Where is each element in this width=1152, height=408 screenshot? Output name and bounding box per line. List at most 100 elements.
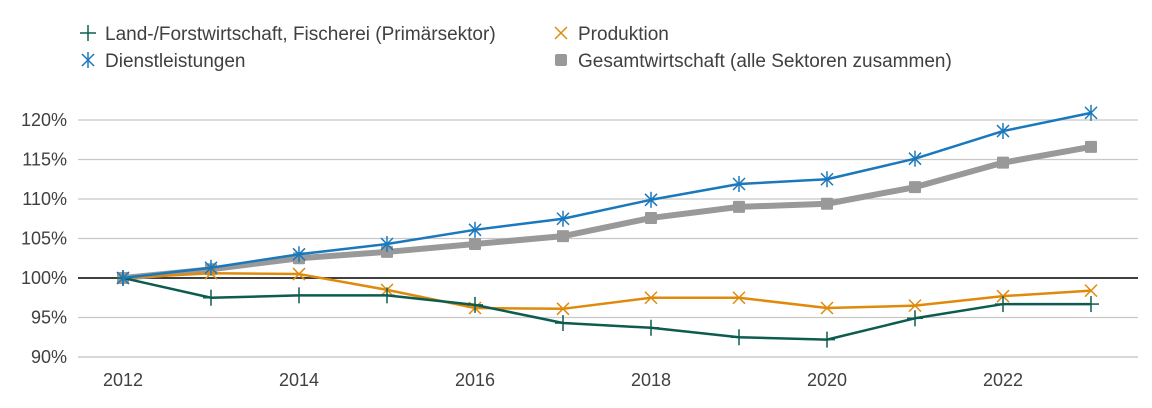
marker-stroke bbox=[996, 124, 1010, 138]
x-axis: 2012 2014 2016 2018 2020 2022 bbox=[103, 370, 1023, 390]
data-point bbox=[820, 171, 834, 188]
data-point bbox=[380, 236, 394, 253]
x-tick-label: 2016 bbox=[455, 370, 495, 390]
marker-stroke bbox=[556, 212, 570, 226]
x-tick-label: 2014 bbox=[279, 370, 319, 390]
legend-marker-shape bbox=[81, 52, 95, 68]
marker-square bbox=[557, 230, 569, 243]
legend-marker-plus-icon bbox=[80, 25, 96, 41]
marker-stroke bbox=[292, 267, 306, 281]
y-tick-label: 110% bbox=[22, 189, 67, 209]
data-point bbox=[1084, 104, 1098, 121]
legend-marker-square-icon bbox=[555, 54, 567, 66]
marker-stroke bbox=[380, 237, 394, 251]
data-point bbox=[908, 150, 922, 167]
data-point bbox=[1083, 296, 1099, 313]
data-point bbox=[996, 123, 1010, 140]
x-tick-label: 2012 bbox=[103, 370, 143, 390]
series-square bbox=[117, 140, 1097, 284]
y-axis: 90% 95% 100% 105% 110% 115% 120% bbox=[21, 110, 67, 367]
marker-stroke bbox=[554, 26, 568, 40]
data-point bbox=[908, 299, 922, 313]
y-tick-label: 100% bbox=[21, 268, 67, 288]
data-point bbox=[468, 221, 482, 238]
legend-marker-x-icon bbox=[554, 26, 568, 40]
data-point bbox=[643, 319, 659, 336]
data-point bbox=[379, 287, 395, 304]
marker-stroke bbox=[468, 223, 482, 237]
series-line bbox=[122, 143, 1092, 281]
data-point bbox=[292, 267, 306, 281]
marker-square bbox=[1085, 140, 1097, 153]
legend-marker-shape bbox=[554, 26, 568, 40]
marker-stroke bbox=[644, 193, 658, 207]
legend-item-total: Gesamtwirtschaft (alle Sektoren zusammen… bbox=[555, 51, 952, 72]
marker-stroke bbox=[292, 247, 306, 261]
gridlines bbox=[78, 119, 1138, 358]
data-point bbox=[556, 302, 570, 316]
y-tick-label: 120% bbox=[21, 110, 67, 130]
marker-stroke bbox=[116, 271, 130, 285]
data-point bbox=[732, 175, 746, 192]
marker-stroke bbox=[1084, 106, 1098, 120]
x-tick-label: 2022 bbox=[983, 370, 1023, 390]
data-point bbox=[291, 287, 307, 304]
marker-stroke bbox=[732, 177, 746, 191]
data-point bbox=[819, 331, 835, 348]
y-tick-label: 115% bbox=[22, 150, 67, 170]
legend-marker-star-icon bbox=[81, 52, 95, 68]
marker-square bbox=[733, 200, 745, 213]
data-point bbox=[820, 301, 834, 315]
marker-stroke bbox=[732, 291, 746, 305]
series-line bbox=[122, 111, 1092, 280]
data-point bbox=[555, 315, 571, 332]
data-point bbox=[204, 259, 218, 276]
data-point bbox=[909, 181, 921, 194]
marker-stroke bbox=[644, 291, 658, 305]
data-point bbox=[732, 291, 746, 305]
data-point bbox=[557, 230, 569, 243]
data-point bbox=[907, 310, 923, 327]
series-star bbox=[116, 104, 1098, 286]
data-point bbox=[556, 210, 570, 227]
data-point bbox=[733, 200, 745, 213]
series-plus bbox=[115, 270, 1099, 348]
data-point bbox=[1084, 284, 1098, 298]
series-line bbox=[122, 272, 1092, 311]
data-point bbox=[821, 197, 833, 210]
legend-item-production: Produktion bbox=[554, 24, 669, 45]
y-tick-label: 105% bbox=[21, 229, 67, 249]
marker-stroke bbox=[81, 53, 95, 67]
data-point bbox=[997, 156, 1009, 169]
data-point bbox=[469, 238, 481, 251]
data-point bbox=[731, 329, 747, 346]
marker-square bbox=[997, 156, 1009, 169]
y-tick-label: 90% bbox=[31, 347, 67, 367]
marker-stroke bbox=[204, 261, 218, 275]
data-point bbox=[203, 289, 219, 306]
series-line bbox=[122, 276, 1091, 341]
marker-stroke bbox=[820, 172, 834, 186]
data-point bbox=[292, 246, 306, 263]
marker-square bbox=[469, 238, 481, 251]
data-point bbox=[116, 270, 130, 286]
legend-label: Gesamtwirtschaft (alle Sektoren zusammen… bbox=[578, 51, 952, 72]
legend-item-services: Dienstleistungen bbox=[81, 51, 245, 72]
marker-stroke bbox=[556, 302, 570, 316]
data-point bbox=[644, 291, 658, 305]
x-tick-label: 2018 bbox=[631, 370, 671, 390]
data-point bbox=[645, 211, 657, 224]
legend-label: Dienstleistungen bbox=[105, 51, 245, 72]
series-group bbox=[115, 104, 1099, 348]
legend-marker-shape bbox=[80, 25, 96, 41]
data-point bbox=[1085, 140, 1097, 153]
marker-stroke bbox=[820, 301, 834, 315]
marker-square bbox=[909, 181, 921, 194]
marker-stroke bbox=[908, 299, 922, 313]
marker-square bbox=[821, 197, 833, 210]
marker-stroke bbox=[908, 152, 922, 166]
data-point bbox=[644, 191, 658, 208]
marker-stroke bbox=[1084, 284, 1098, 298]
data-point bbox=[995, 296, 1011, 313]
